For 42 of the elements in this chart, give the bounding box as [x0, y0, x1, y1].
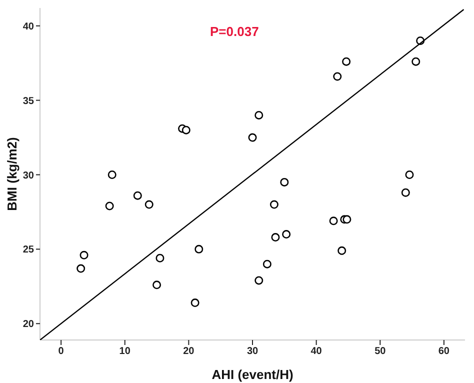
point	[254, 276, 264, 285]
point	[412, 57, 420, 66]
point	[156, 254, 164, 262]
y-tick-label: 20	[22, 319, 34, 330]
point	[182, 126, 190, 134]
x-tick-label: 0	[58, 346, 64, 358]
y-tick-label: 35	[22, 96, 34, 107]
point	[194, 244, 204, 254]
point	[105, 202, 114, 210]
x-tick-label: 10	[119, 346, 131, 358]
point	[108, 170, 116, 179]
y-tick-label: 40	[22, 21, 34, 32]
y-tick-label: 25	[22, 244, 34, 256]
y-axis-title: BMI (kg/m2)	[4, 137, 20, 211]
y-tick-label: 30	[22, 170, 34, 182]
point	[190, 298, 200, 308]
point	[262, 260, 272, 268]
x-tick-label: 20	[183, 346, 195, 358]
point	[248, 133, 257, 142]
point	[405, 170, 414, 179]
point	[254, 110, 264, 120]
point	[270, 200, 278, 209]
annotation: P=0.037	[210, 24, 259, 39]
point	[342, 215, 352, 224]
x-tick-label: 30	[246, 346, 258, 358]
point	[76, 264, 86, 273]
x-tick-label: 50	[374, 346, 386, 358]
point	[271, 233, 280, 242]
point	[80, 250, 88, 260]
point	[280, 178, 289, 186]
point	[329, 216, 338, 226]
point	[133, 191, 142, 200]
point	[401, 188, 410, 197]
point	[282, 230, 291, 239]
point	[144, 200, 154, 209]
x-tick-label: 40	[310, 346, 322, 358]
x-axis-title: AHI (event/H)	[212, 367, 294, 382]
x-tick-label: 60	[438, 346, 450, 358]
point	[333, 72, 342, 81]
point	[152, 280, 162, 290]
point	[342, 57, 351, 66]
point	[338, 246, 346, 255]
